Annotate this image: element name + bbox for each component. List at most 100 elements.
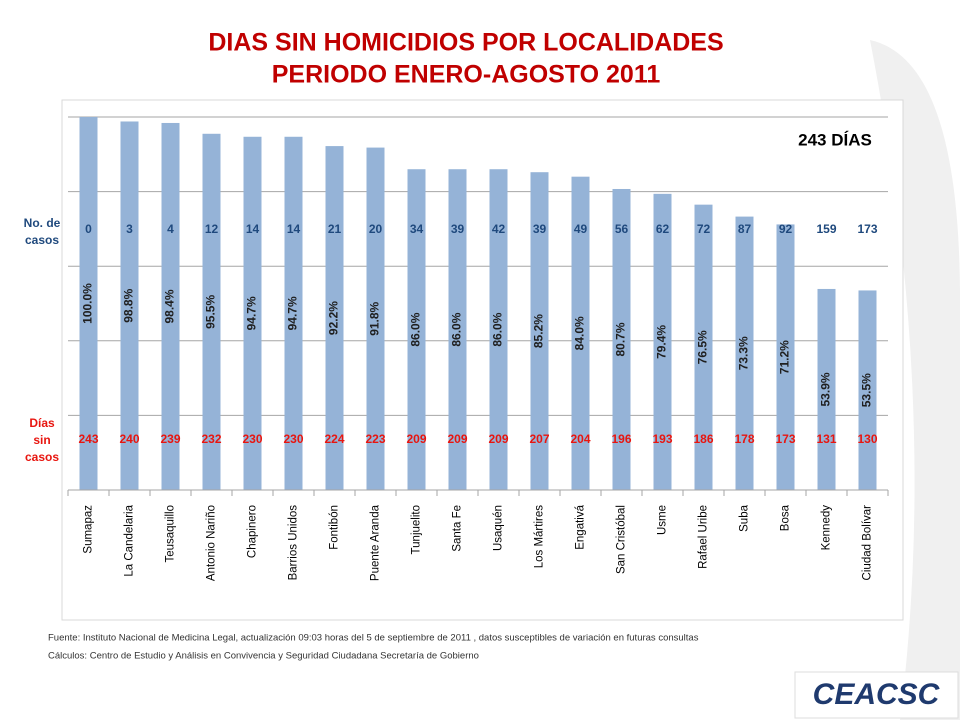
row-value: 173 [775,432,795,446]
value-label: 94.7% [286,296,300,330]
value-label: 91.8% [368,301,382,335]
row-value: 243 [78,432,98,446]
value-label: 95.5% [204,295,218,329]
row-value: 230 [242,432,262,446]
value-label: 94.7% [245,296,259,330]
row-value: 159 [816,222,836,236]
x-tick-label: Puente Aranda [370,504,382,581]
bar [284,136,303,491]
row-value: 130 [857,432,877,446]
bar [735,216,754,490]
value-label: 98.4% [163,289,177,323]
bar [817,288,836,490]
bar [776,224,795,490]
row-value: 186 [693,432,713,446]
bar [530,172,549,491]
logo-box [794,671,959,719]
value-label: 53.9% [819,372,833,406]
x-tick-label: Los Mártires [534,505,546,569]
row-value: 62 [656,222,670,236]
row-value: 209 [406,432,426,446]
x-tick-label: Chapinero [247,505,259,558]
bar [243,136,262,491]
row-value: 193 [652,432,672,446]
row-value: 92 [779,222,793,236]
bar [79,117,98,490]
row-value: 4 [167,222,174,236]
bar [571,176,590,490]
x-tick-label: Ciudad Bolívar [862,505,874,581]
row-value: 178 [734,432,754,446]
row-label: casos [25,233,59,247]
value-label: 85.2% [532,314,546,348]
x-tick-label: Kennedy [821,505,833,551]
x-tick-label: Rafael Uribe [698,505,710,569]
background-shape [870,40,960,720]
row-value: 0 [85,222,92,236]
row-value: 39 [451,222,465,236]
row-value: 3 [126,222,133,236]
row-value: 207 [529,432,549,446]
value-label: 71.2% [778,340,792,374]
row-value: 56 [615,222,629,236]
bar [612,188,631,490]
value-label: 76.5% [696,330,710,364]
row-value: 196 [611,432,631,446]
bar [653,193,672,490]
row-value: 42 [492,222,506,236]
row-label: casos [25,450,59,464]
bar [489,169,508,490]
row-value: 224 [324,432,344,446]
annotation: 243 DÍAS [798,130,872,149]
x-tick-label: Antonio Nariño [206,505,218,581]
x-tick-label: San Cristóbal [616,505,628,574]
bar [161,122,180,490]
row-value: 240 [119,432,139,446]
bar [694,204,713,490]
x-tick-label: Bosa [780,504,792,531]
x-tick-label: Engativá [575,504,587,549]
value-label: 92.2% [327,301,341,335]
bar [366,147,385,490]
x-tick-label: Tunjuelito [411,505,423,554]
row-value: 20 [369,222,383,236]
bar [120,121,139,490]
chart-subtitle: PERIODO ENERO-AGOSTO 2011 [272,61,661,89]
value-label: 53.5% [860,373,874,407]
row-value: 204 [570,432,590,446]
bar [407,169,426,490]
source-note: Fuente: Instituto Nacional de Medicina L… [48,633,699,644]
x-tick-label: Fontibón [329,505,341,550]
value-label: 79.4% [655,325,669,359]
row-value: 131 [816,432,836,446]
x-tick-label: Usme [657,505,669,535]
value-label: 86.0% [409,312,423,346]
value-label: 86.0% [450,312,464,346]
value-label: 98.8% [122,288,136,322]
row-value: 14 [287,222,301,236]
row-label: No. de [24,216,61,230]
row-value: 223 [365,432,385,446]
row-value: 34 [410,222,424,236]
row-value: 230 [283,432,303,446]
value-label: 73.3% [737,336,751,370]
row-value: 14 [246,222,260,236]
x-tick-label: Santa Fe [452,505,464,552]
bar [325,146,344,490]
x-tick-label: Barrios Unidos [288,505,300,581]
row-value: 72 [697,222,711,236]
logo: CEACSC [813,678,941,711]
x-tick-label: La Candelaria [124,504,136,576]
x-tick-label: Usaquén [493,505,505,551]
value-label: 86.0% [491,312,505,346]
row-label: Días [29,416,55,430]
chart-title: DIAS SIN HOMICIDIOS POR LOCALIDADES [208,29,723,57]
row-value: 209 [488,432,508,446]
row-value: 173 [857,222,877,236]
row-value: 87 [738,222,752,236]
row-value: 39 [533,222,547,236]
row-value: 209 [447,432,467,446]
bar [202,133,221,490]
value-label: 80.7% [614,322,628,356]
